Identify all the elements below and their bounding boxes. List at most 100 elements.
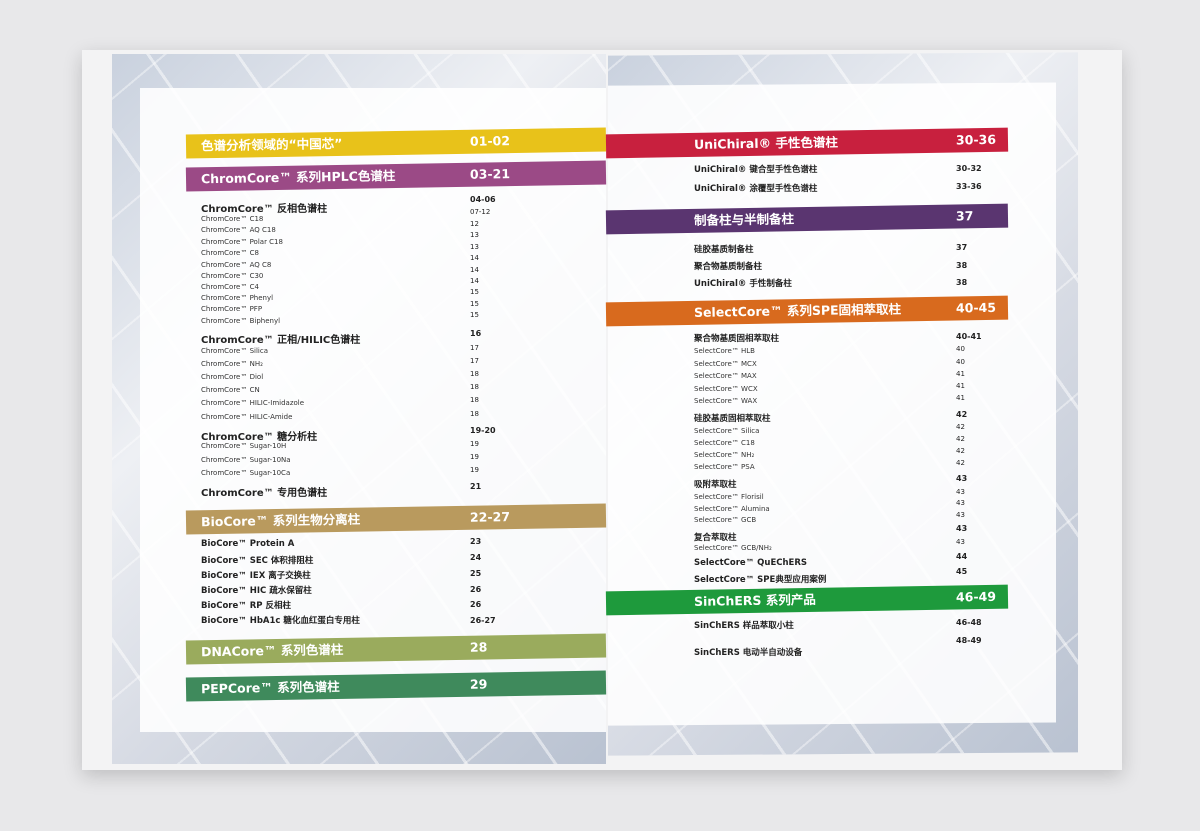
toc-page-number: 41	[956, 370, 965, 378]
toc-entry: SelectCore™ QuEChERS	[694, 558, 808, 568]
toc-entry: ChromCore™ C4	[201, 283, 259, 291]
toc-entry: ChromCore™ Phenyl	[201, 294, 274, 302]
toc-entry: BioCore™ RP 反相柱	[201, 601, 291, 611]
section-title: SelectCore™ 系列SPE固相萃取柱	[693, 301, 902, 320]
section-title: 色谱分析领域的“中国芯”	[200, 135, 343, 154]
toc-entry: SelectCore™ GCB/NH₂	[694, 544, 772, 552]
toc-page-number: 26	[470, 585, 482, 594]
toc-page-number: 43	[956, 511, 965, 519]
section-page: 01-02	[469, 133, 511, 149]
toc-page-number: 33-36	[956, 182, 982, 191]
toc-page-number: 13	[470, 243, 479, 251]
toc-entry: SelectCore™ Florisil	[694, 493, 764, 501]
toc-page-number: 37	[956, 243, 968, 252]
section-page: 22-27	[469, 509, 511, 525]
toc-entry: ChromCore™ CN	[201, 386, 260, 394]
toc-page-number: 19	[470, 466, 479, 474]
toc-page-number: 44	[956, 552, 968, 561]
right-page	[608, 52, 1078, 756]
toc-entry: UniChiral® 手性制备柱	[694, 279, 792, 289]
toc-page-number: 13	[470, 231, 479, 239]
toc-page-number: 07-12	[470, 208, 491, 216]
toc-entry: BioCore™ HbA1c 糖化血红蛋白专用柱	[201, 616, 360, 626]
toc-entry: ChromCore™ Sugar-10Ca	[201, 469, 291, 477]
toc-entry: SinChERS 电动半自动设备	[694, 648, 803, 658]
toc-page-number: 46-48	[956, 618, 982, 627]
toc-page-number: 45	[956, 567, 968, 576]
toc-entry: ChromCore™ C30	[201, 272, 264, 280]
toc-page-number: 43	[956, 538, 965, 546]
section-page: 46-49	[955, 588, 997, 605]
section-title: ChromCore™ 系列HPLC色谱柱	[200, 168, 396, 187]
toc-page-number: 12	[470, 220, 479, 228]
toc-page-number: 04-06	[470, 195, 496, 204]
toc-entry: 硅胶基质固相萃取柱	[694, 414, 771, 424]
toc-entry: ChromCore™ PFP	[201, 305, 263, 313]
toc-page-number: 38	[956, 278, 968, 287]
toc-entry: ChromCore™ NH₂	[201, 360, 263, 368]
toc-entry: ChromCore™ Biphenyl	[201, 317, 281, 325]
section-page: 30-36	[955, 131, 997, 148]
toc-entry: ChromCore™ C8	[201, 249, 259, 257]
section-page: 37	[955, 208, 974, 224]
toc-entry: ChromCore™ 反相色谱柱	[201, 204, 328, 215]
toc-entry: SelectCore™ GCB	[694, 516, 757, 524]
toc-page-number: 19-20	[470, 426, 496, 435]
toc-page-number: 14	[470, 277, 479, 285]
toc-entry: SelectCore™ MCX	[694, 360, 757, 368]
toc-entry: ChromCore™ HILIC-Amide	[201, 413, 293, 421]
toc-entry: ChromCore™ AQ C8	[201, 261, 272, 269]
toc-entry: SelectCore™ SPE典型应用案例	[694, 575, 827, 585]
toc-entry: ChromCore™ Silica	[201, 347, 268, 355]
toc-page-number: 42	[956, 459, 965, 467]
section-title: DNACore™ 系列色谱柱	[200, 641, 344, 660]
toc-page-number: 43	[956, 488, 965, 496]
toc-page-number: 42	[956, 447, 965, 455]
section-page: 03-21	[469, 166, 511, 182]
section-page: 29	[469, 676, 488, 692]
toc-entry: 聚合物基质制备柱	[694, 262, 763, 272]
toc-entry: UniChiral® 键合型手性色谱柱	[694, 165, 818, 175]
toc-page-number: 15	[470, 311, 479, 319]
toc-entry: 硅胶基质制备柱	[694, 245, 754, 255]
toc-page-number: 40	[956, 358, 965, 366]
section-title: UniChiral® 手性色谱柱	[693, 134, 839, 152]
toc-entry: BioCore™ IEX 离子交换柱	[201, 571, 311, 581]
toc-page-number: 41	[956, 394, 965, 402]
toc-entry: ChromCore™ 专用色谱柱	[201, 488, 328, 499]
toc-entry: SelectCore™ NH₂	[694, 451, 755, 459]
section-title: PEPCore™ 系列色谱柱	[200, 678, 340, 697]
toc-entry: 吸附萃取柱	[694, 480, 737, 490]
toc-page-number: 17	[470, 344, 479, 352]
toc-page-number: 42	[956, 435, 965, 443]
section-title: SinChERS 系列产品	[693, 591, 816, 609]
toc-page-number: 25	[470, 569, 482, 578]
toc-page-number: 18	[470, 383, 479, 391]
toc-entry: SelectCore™ HLB	[694, 347, 755, 355]
toc-entry: ChromCore™ Sugar-10Na	[201, 456, 291, 464]
toc-page-number: 21	[470, 482, 482, 491]
toc-entry: SelectCore™ PSA	[694, 463, 755, 471]
toc-page-number: 40	[956, 345, 965, 353]
toc-page-number: 18	[470, 370, 479, 378]
toc-page-number: 24	[470, 553, 482, 562]
toc-entry: BioCore™ HIC 疏水保留柱	[201, 586, 312, 596]
toc-page-number: 14	[470, 254, 479, 262]
toc-page-number: 42	[956, 410, 968, 419]
toc-entry: ChromCore™ HILIC-Imidazole	[201, 399, 305, 407]
toc-page-number: 42	[956, 423, 965, 431]
toc-entry: ChromCore™ Diol	[201, 373, 264, 381]
toc-entry: 复合萃取柱	[694, 533, 737, 543]
section-page: 28	[469, 639, 488, 655]
toc-page-number: 26-27	[470, 616, 496, 625]
toc-page-number: 17	[470, 357, 479, 365]
toc-page-number: 19	[470, 440, 479, 448]
toc-page-number: 19	[470, 453, 479, 461]
toc-entry: ChromCore™ Sugar-10H	[201, 442, 287, 450]
toc-page-number: 30-32	[956, 164, 982, 173]
toc-entry: SelectCore™ Alumina	[694, 505, 770, 513]
toc-entry: SelectCore™ MAX	[694, 372, 757, 380]
toc-page-number: 43	[956, 524, 968, 533]
toc-entry: SelectCore™ WAX	[694, 397, 758, 405]
toc-page-number: 41	[956, 382, 965, 390]
